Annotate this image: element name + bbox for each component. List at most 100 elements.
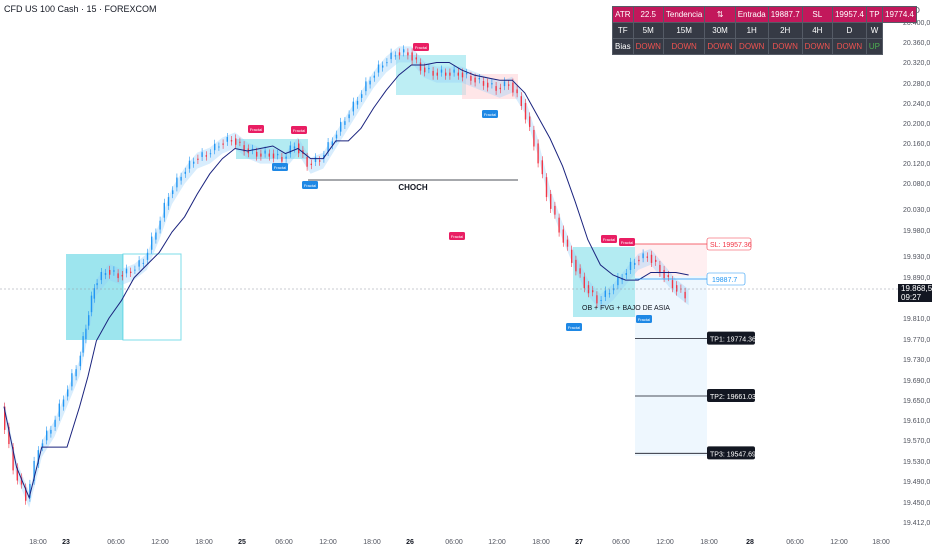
candle-body xyxy=(583,276,585,289)
candle-body xyxy=(88,315,90,326)
y-tick-label: 19.650,0 xyxy=(903,398,930,405)
x-tick-label: 25 xyxy=(238,539,246,546)
candle-body xyxy=(533,129,535,147)
candle-body xyxy=(314,157,317,163)
candle-body xyxy=(163,202,165,218)
candle-body xyxy=(50,429,52,434)
y-tick-label: 19.412,0 xyxy=(903,520,930,527)
candle-body xyxy=(100,272,102,281)
row1-cell: 19957.4 xyxy=(831,6,867,23)
row3-cell: DOWN xyxy=(801,38,833,55)
candle-body xyxy=(382,65,384,68)
tp-tag xyxy=(707,446,755,460)
candle-body xyxy=(16,467,18,481)
candle-body xyxy=(319,160,321,162)
candle-body xyxy=(193,161,195,164)
candle-body xyxy=(592,290,594,293)
candle-body xyxy=(37,450,39,464)
candle-body xyxy=(180,176,182,181)
candle-body xyxy=(487,82,489,88)
candle-body xyxy=(155,232,157,240)
row2-cell: 15M xyxy=(662,22,706,39)
fractal-marker xyxy=(601,235,617,243)
y-tick-label: 19.690,0 xyxy=(903,378,930,385)
candle-body xyxy=(62,399,65,407)
candle-body xyxy=(41,443,44,448)
candle-body xyxy=(461,72,464,78)
x-tick-label: 06:00 xyxy=(107,539,125,546)
candle-body xyxy=(562,229,564,243)
candle-body xyxy=(298,143,300,154)
candle-body xyxy=(205,155,207,157)
tp-label: TP3: 19547.69 xyxy=(710,451,756,458)
candle-body xyxy=(457,72,459,76)
candle-body xyxy=(306,156,308,167)
candle-body xyxy=(436,72,438,76)
ob-fvg-zone xyxy=(573,247,635,317)
current-price: 19.868,5 xyxy=(901,284,932,293)
candle-body xyxy=(340,121,342,132)
candle-body xyxy=(46,430,48,441)
candle-body xyxy=(33,460,35,481)
tp-tag xyxy=(707,331,755,345)
fractal-marker xyxy=(291,126,307,134)
candle-body xyxy=(608,293,611,295)
fractal-label: Fractal xyxy=(484,112,496,117)
fractal-marker xyxy=(248,125,264,133)
candle-body xyxy=(671,280,674,289)
y-tick-label: 19.770,0 xyxy=(903,337,930,344)
bar-countdown: 09:27 xyxy=(901,293,922,302)
candle-body xyxy=(369,80,371,85)
tp-tag xyxy=(707,388,755,402)
moving-average xyxy=(3,62,689,500)
candle-body xyxy=(545,177,548,198)
symbol-title[interactable]: CFD US 100 Cash · 15 · FOREXCOM xyxy=(4,4,157,14)
time-axis[interactable]: 18:00 23 06:00 12:00 18:00 25 06:00 12:00 18:00 2… xyxy=(29,539,890,546)
x-tick-label: 12:00 xyxy=(319,539,337,546)
candle-body xyxy=(293,146,296,149)
candle-body xyxy=(466,72,468,75)
candle-body xyxy=(655,259,657,262)
y-tick-label: 19.570,0 xyxy=(903,438,930,445)
candle-body xyxy=(474,77,476,83)
candle-body xyxy=(432,70,434,76)
fractal-label: Fractal xyxy=(304,183,316,188)
price-axis[interactable]: 20.400,0 20.360,0 20.320,0 20.280,0 20.240,0… xyxy=(903,20,930,527)
x-tick-label: 12:00 xyxy=(151,539,169,546)
fractal-label: Fractal xyxy=(250,127,262,132)
candle-body xyxy=(188,160,191,169)
x-tick-label: 28 xyxy=(746,539,754,546)
candle-body xyxy=(130,271,132,274)
y-tick-label: 20.240,0 xyxy=(903,101,930,108)
y-tick-label: 19.810,0 xyxy=(903,316,930,323)
trend-ribbon xyxy=(4,46,689,508)
candle-body xyxy=(176,177,178,188)
candle-body xyxy=(8,426,10,445)
candle-body xyxy=(663,269,665,279)
candle-body xyxy=(277,153,279,156)
candle-body xyxy=(386,62,388,64)
candle-body xyxy=(617,277,619,286)
y-tick-label: 19.980,0 xyxy=(903,228,930,235)
candle-body xyxy=(361,94,363,98)
y-tick-label: 19.730,0 xyxy=(903,357,930,364)
candle-body xyxy=(352,101,354,112)
x-tick-label: 06:00 xyxy=(612,539,630,546)
candle-body xyxy=(499,87,501,90)
candle-body xyxy=(214,143,216,151)
x-tick-label: 18:00 xyxy=(363,539,381,546)
candle-body xyxy=(109,269,111,275)
candle-body xyxy=(230,140,233,142)
y-tick-label: 19.890,0 xyxy=(903,275,930,282)
candle-body xyxy=(512,82,514,93)
candle-body xyxy=(256,151,258,157)
candle-body xyxy=(159,220,161,230)
entry-label: 19887.7 xyxy=(712,277,737,284)
fractal-label: Fractal xyxy=(638,317,650,322)
sl-tag xyxy=(706,237,752,251)
candle-body xyxy=(537,143,539,164)
candle-body xyxy=(235,138,237,145)
fractal-label: Fractal xyxy=(415,45,427,50)
zones xyxy=(66,55,707,456)
